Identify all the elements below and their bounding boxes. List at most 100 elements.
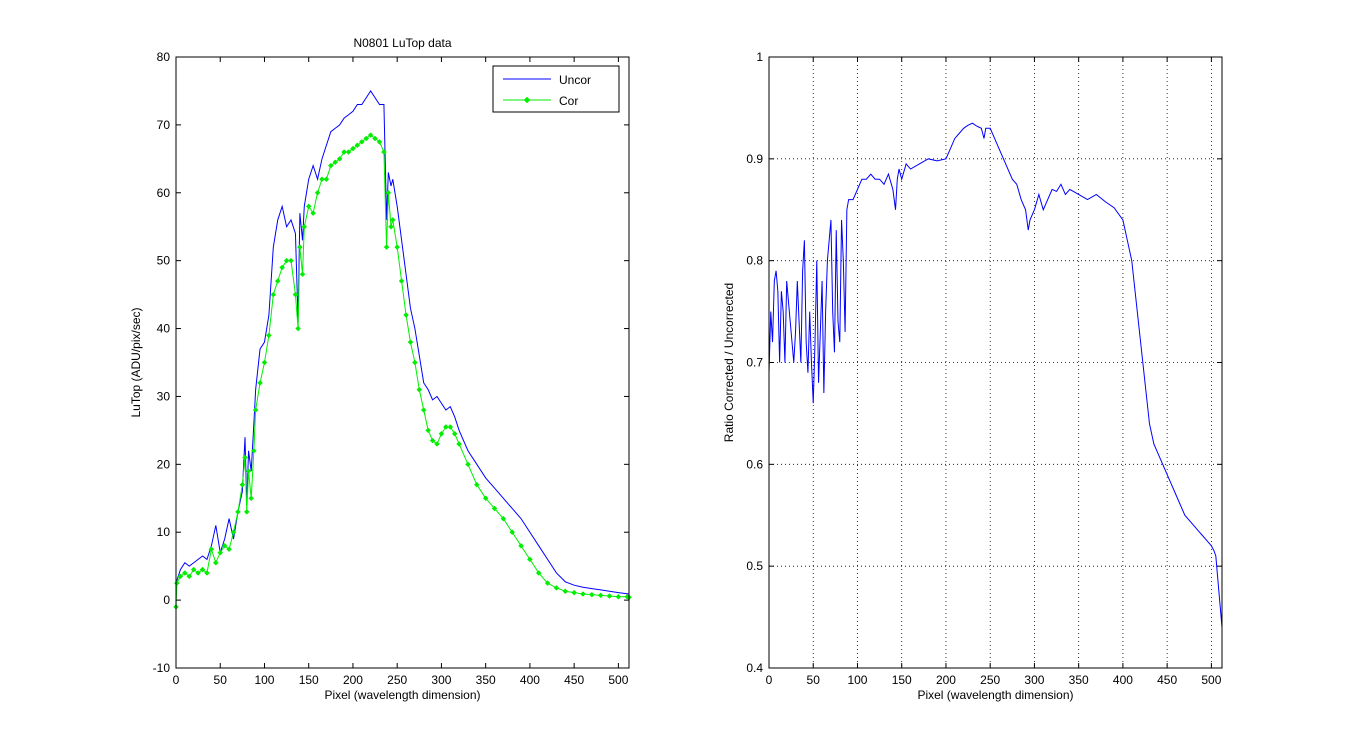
data-point-cor xyxy=(186,573,193,580)
data-point-cor xyxy=(274,278,281,284)
chart-ratio: 0 50 100 150 200 250 300 350 400 450 500 0.4 0.5 0.6 0… xyxy=(722,50,1223,702)
data-point-cor xyxy=(473,481,480,488)
data-point-cor xyxy=(295,325,301,332)
data-point-cor xyxy=(310,210,316,216)
x-tick-label: 300 xyxy=(431,673,451,687)
x-tick-label: 50 xyxy=(807,673,821,687)
x-axis-label: Pixel (wavelength dimension) xyxy=(324,688,480,702)
data-point-cor xyxy=(553,585,560,591)
y-tick-label: 50 xyxy=(157,254,171,268)
data-point-cor xyxy=(388,223,394,230)
data-point-cor xyxy=(245,468,252,474)
data-point-cor xyxy=(323,176,330,183)
x-tick-label: 450 xyxy=(1157,673,1177,687)
y-axis-label: LuTop (ADU/pix/sec) xyxy=(129,307,143,417)
x-tick-label: 150 xyxy=(299,673,319,687)
data-point-cor xyxy=(383,244,390,250)
x-tick-label: 400 xyxy=(520,673,540,687)
x-tick-label: 200 xyxy=(936,673,956,687)
data-point-cor xyxy=(212,559,219,566)
x-tick-label: 400 xyxy=(1113,673,1133,687)
data-point-cor xyxy=(434,441,440,447)
data-point-cor xyxy=(500,515,507,522)
legend-label-cor: Cor xyxy=(559,94,578,108)
x-axis-label: Pixel (wavelength dimension) xyxy=(917,688,1073,702)
data-point-cor xyxy=(261,359,268,366)
data-point-cor xyxy=(447,424,454,430)
axes-frame xyxy=(175,56,630,669)
data-point-cor xyxy=(385,189,392,196)
plot-area xyxy=(176,57,629,668)
data-point-cor xyxy=(299,271,306,278)
y-tick-label: 30 xyxy=(157,389,171,403)
y-tick-label: 0.7 xyxy=(746,356,763,370)
data-point-cor xyxy=(257,380,263,386)
data-point-cor xyxy=(242,454,248,461)
x-tick-label: 100 xyxy=(254,673,274,687)
data-point-cor xyxy=(367,132,374,138)
data-point-cor xyxy=(363,135,370,142)
data-point-cor xyxy=(438,430,445,437)
data-point-cor xyxy=(177,573,184,580)
y-tick-label: 0 xyxy=(163,593,170,607)
data-point-cor xyxy=(327,162,334,169)
data-point-cor xyxy=(208,546,215,553)
chart-title: N0801 LuTop data xyxy=(353,36,451,50)
legend: Uncor Cor xyxy=(492,65,620,113)
legend-marker xyxy=(523,96,531,104)
data-point-cor xyxy=(226,546,232,553)
data-point-cor xyxy=(270,291,277,298)
data-point-cor xyxy=(465,461,471,468)
data-point-cor xyxy=(588,591,595,598)
data-point-cor xyxy=(535,570,542,576)
x-tick-label: 300 xyxy=(1024,673,1044,687)
y-tick-label: 0.9 xyxy=(746,152,763,166)
y-axis-label: Ratio Corrected / Uncorrected xyxy=(722,283,736,442)
x-tick-label: 500 xyxy=(608,673,628,687)
data-point-cor xyxy=(606,593,613,599)
chart-lutop: 0 50 100 150 200 250 300 350 400 450 500-100102030… xyxy=(129,36,632,702)
y-tick-label: 40 xyxy=(157,322,171,336)
x-tick-label: 350 xyxy=(1069,673,1089,687)
data-point-cor xyxy=(283,257,290,264)
y-tick-label: 60 xyxy=(157,186,171,200)
series-line-uncor xyxy=(175,90,630,595)
data-point-cor xyxy=(420,407,427,413)
y-tick-label: 20 xyxy=(157,457,171,471)
data-point-cor xyxy=(252,407,259,413)
x-tick-label: 50 xyxy=(214,673,228,687)
data-point-cor xyxy=(398,278,405,284)
data-point-cor xyxy=(403,312,409,318)
x-tick-label: 250 xyxy=(980,673,1000,687)
data-point-cor xyxy=(341,149,347,155)
y-tick-label: 0.5 xyxy=(746,559,763,573)
data-point-cor xyxy=(195,570,201,576)
data-point-cor xyxy=(412,359,418,366)
data-point-cor xyxy=(580,591,586,597)
data-point-cor xyxy=(292,291,299,298)
data-point-cor xyxy=(204,570,210,576)
data-point-cor xyxy=(518,542,524,549)
data-point-cor xyxy=(190,566,197,573)
data-point-cor xyxy=(336,155,343,162)
y-tick-label: 1 xyxy=(756,50,763,64)
data-point-cor xyxy=(345,149,352,155)
y-tick-label: 80 xyxy=(157,50,171,64)
data-point-cor xyxy=(482,495,489,502)
data-point-cor xyxy=(332,159,339,166)
x-tick-label: 150 xyxy=(892,673,912,687)
data-point-cor xyxy=(305,203,312,210)
data-point-cor xyxy=(297,244,303,250)
data-point-cor xyxy=(389,217,396,223)
x-tick-label: 250 xyxy=(387,673,407,687)
x-tick-label: 200 xyxy=(343,673,363,687)
data-point-cor xyxy=(354,142,361,149)
data-point-cor xyxy=(615,593,622,600)
data-point-cor xyxy=(221,542,228,549)
x-tick-label: 0 xyxy=(766,673,773,687)
data-point-cor xyxy=(562,588,569,595)
data-point-cor xyxy=(544,580,551,586)
data-point-cor xyxy=(451,430,458,437)
data-point-cor xyxy=(416,386,423,393)
